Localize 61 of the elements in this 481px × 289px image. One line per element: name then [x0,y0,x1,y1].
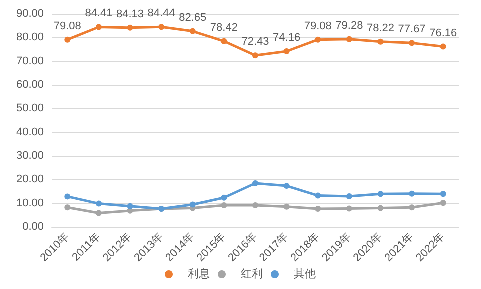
point [346,206,352,212]
y-tick-label: 0.00 [22,221,44,233]
point [378,205,384,212]
data-label: 74.16 [273,32,301,44]
point [96,24,102,30]
legend-label: 其他 [294,268,316,280]
y-tick-label: 40.00 [16,126,44,138]
point [284,183,290,190]
point [346,36,352,42]
point [315,36,322,43]
data-label: 82.65 [179,12,207,24]
y-tick-label: 10.00 [16,197,44,210]
y-tick-label: 20.00 [16,174,44,186]
legend-label: 红利 [241,268,263,280]
data-label: 84.41 [85,8,113,20]
y-tick-label: 70.00 [16,55,44,68]
point [378,191,384,198]
data-label: 84.13 [116,8,144,20]
y-tick-label: 90.00 [16,8,44,20]
point [252,180,258,186]
y-tick-label: 50.00 [16,102,44,115]
point [190,202,196,208]
point [127,24,134,31]
point [409,204,416,211]
data-label: 77.67 [398,24,426,36]
point [284,204,290,210]
point [127,203,134,210]
data-label: 78.42 [210,22,238,34]
point [64,194,71,200]
point [346,193,352,200]
data-label: 84.44 [148,8,176,20]
point [252,52,258,59]
point [158,24,165,30]
point [440,191,446,198]
data-label: 79.28 [336,20,364,32]
legend-label: 利息 [188,268,210,280]
point [96,200,102,207]
point [440,200,446,206]
point [252,202,258,208]
data-label: 72.43 [242,36,270,48]
point [315,192,322,199]
y-tick-label: 60.00 [16,79,44,91]
data-label: 76.16 [430,27,458,40]
data-label: 79.08 [304,20,332,32]
point [96,210,102,216]
point [409,190,416,197]
data-label: 79.08 [54,20,82,32]
y-tick-label: 80.00 [16,32,44,44]
point [378,38,384,45]
point [409,40,416,46]
point [440,44,446,50]
point [64,204,71,211]
point [315,206,322,212]
point [221,38,228,44]
point [64,36,71,43]
point [221,202,228,208]
point [190,28,196,34]
y-tick-label: 30.00 [16,150,44,162]
data-label: 78.22 [366,22,394,34]
point [284,48,290,54]
point [221,194,228,201]
